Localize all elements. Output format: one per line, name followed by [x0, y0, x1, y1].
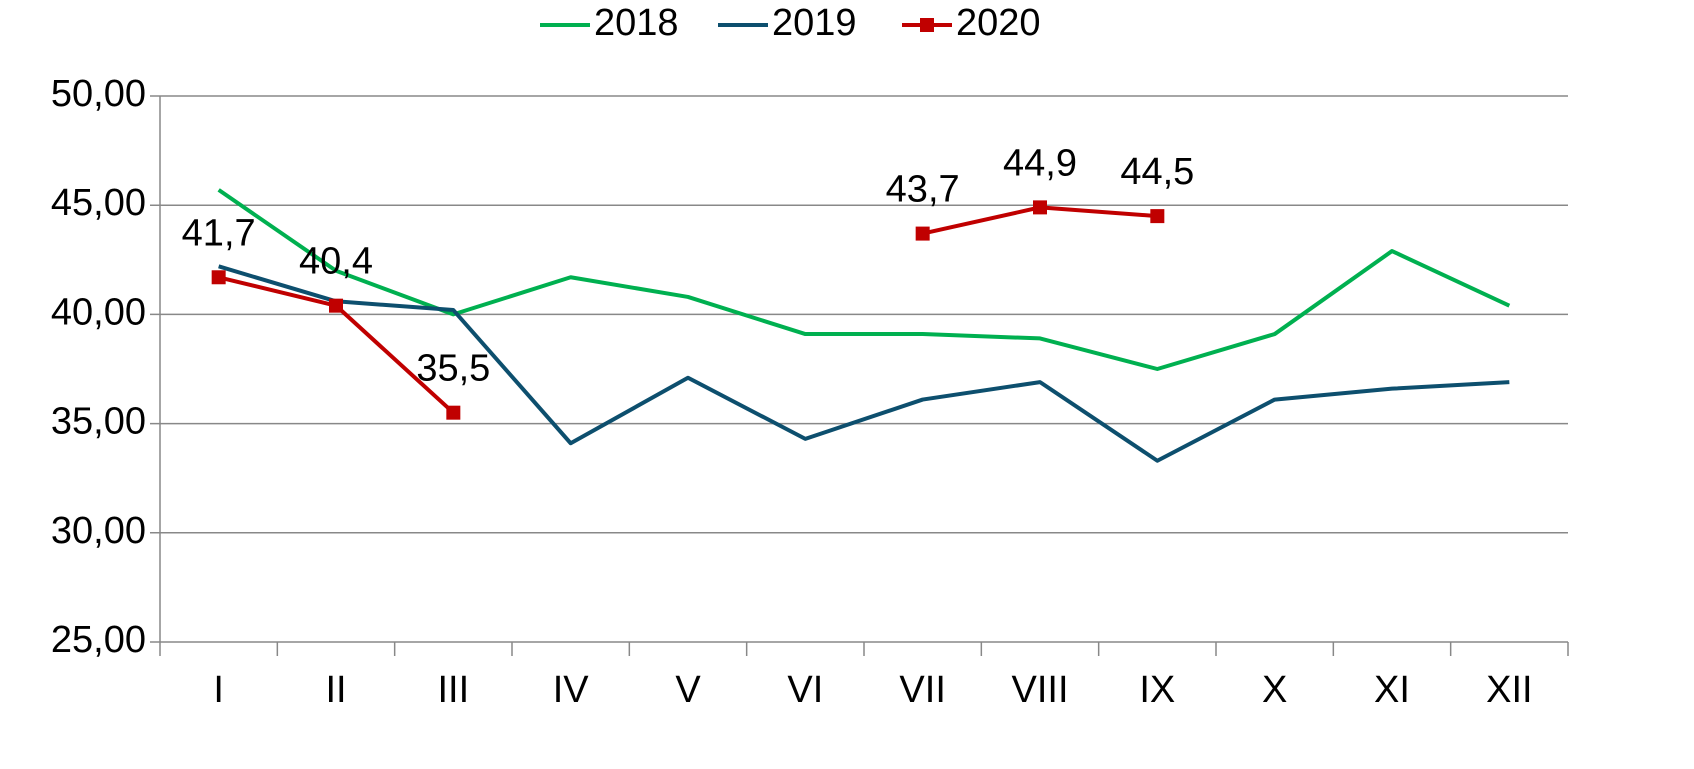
x-tick-label: I: [213, 669, 224, 711]
y-tick-label: 25,00: [51, 619, 146, 661]
y-tick-label: 40,00: [51, 291, 146, 333]
x-tick-label: V: [675, 669, 701, 711]
x-tick-label: XII: [1486, 669, 1532, 711]
data-label: 35,5: [416, 348, 490, 390]
series-line: [218, 264, 1510, 463]
x-tick-label: II: [325, 669, 346, 711]
x-tick-label: IX: [1139, 669, 1175, 711]
series-line: [217, 188, 1511, 371]
y-tick-label: 30,00: [51, 510, 146, 552]
data-label: 43,7: [886, 169, 960, 211]
x-tick-label: X: [1262, 669, 1287, 711]
x-tick-label: XI: [1374, 669, 1410, 711]
legend-label: 2019: [772, 2, 857, 44]
y-tick-label: 45,00: [51, 182, 146, 224]
x-tick-label: IV: [553, 669, 590, 711]
legend-marker: [920, 18, 934, 32]
data-label: 44,5: [1120, 151, 1194, 193]
point-marker: [329, 298, 343, 313]
legend-label: 2018: [594, 2, 679, 44]
data-label: 44,9: [1003, 142, 1077, 184]
legend-label: 2020: [956, 2, 1041, 44]
x-tick-label: VI: [787, 669, 823, 711]
point-marker: [1033, 200, 1047, 215]
x-tick-label: III: [437, 669, 469, 711]
x-tick-label: VIII: [1011, 669, 1068, 711]
y-tick-label: 50,00: [51, 73, 146, 115]
x-tick-label: VII: [899, 669, 945, 711]
y-tick-label: 35,00: [51, 401, 146, 443]
data-label: 40,4: [299, 241, 373, 283]
point-marker: [211, 270, 226, 285]
point-marker: [446, 405, 461, 420]
point-marker: [1150, 209, 1165, 224]
series-line: [218, 205, 1158, 415]
data-label: 41,7: [182, 212, 256, 254]
point-marker: [915, 226, 930, 241]
